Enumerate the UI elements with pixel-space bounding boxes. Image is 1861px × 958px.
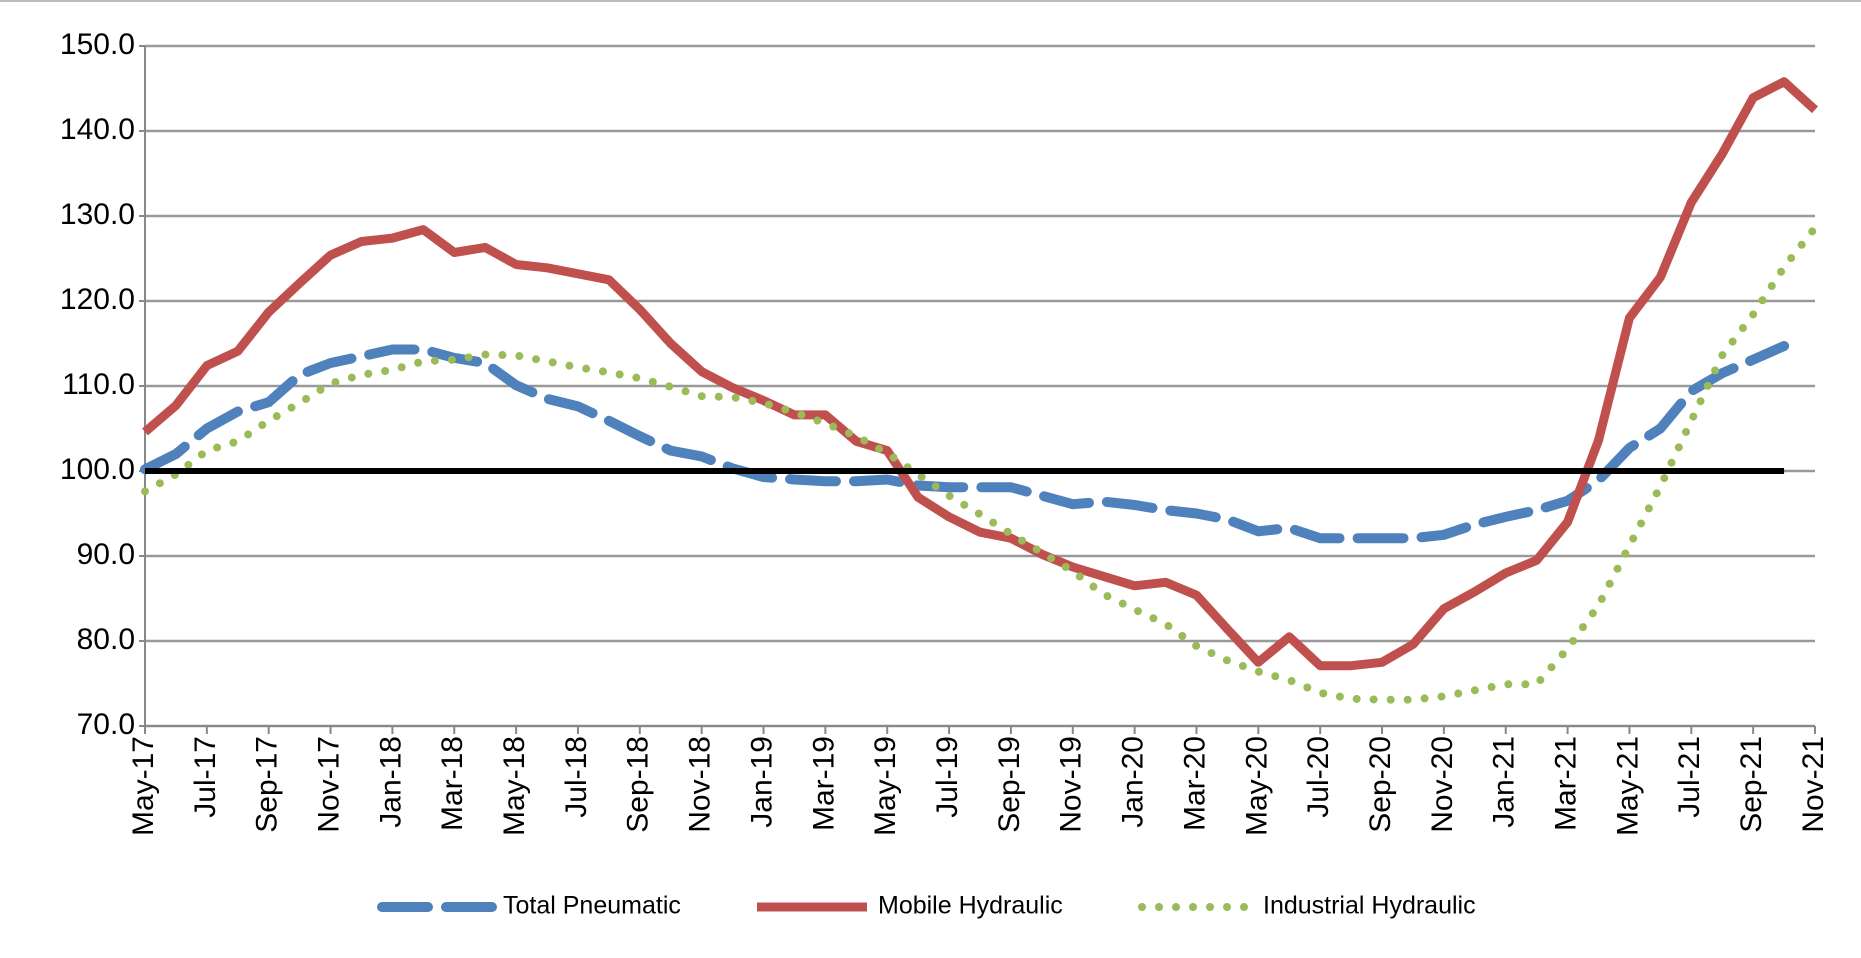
legend-label: Total Pneumatic [503, 892, 681, 920]
x-tick-label: Nov-21 [1797, 736, 1830, 833]
x-tick-label: Jul-20 [1302, 736, 1335, 818]
x-tick-label: Sep-20 [1364, 736, 1397, 833]
legend-label: Industrial Hydraulic [1263, 892, 1476, 920]
x-tick-label: Sep-21 [1735, 736, 1768, 833]
x-tick-label: Mar-20 [1178, 736, 1211, 831]
x-tick-label: Sep-18 [622, 736, 655, 833]
x-tick-label: May-20 [1240, 736, 1273, 836]
y-tick-label: 90.0 [77, 538, 135, 571]
y-tick-label: 120.0 [60, 283, 135, 316]
y-tick-label: 80.0 [77, 623, 135, 656]
x-tick-label: May-21 [1611, 736, 1644, 836]
x-tick-label: Mar-19 [807, 736, 840, 831]
y-tick-label: 70.0 [77, 708, 135, 741]
x-tick-label: May-18 [498, 736, 531, 836]
x-tick-label: Jul-21 [1673, 736, 1706, 818]
x-tick-label: Nov-18 [684, 736, 717, 833]
x-tick-label: May-17 [127, 736, 160, 836]
x-tick-label: Nov-19 [1055, 736, 1088, 833]
series-line [140, 341, 1790, 544]
x-tick-label: Jan-19 [745, 736, 778, 828]
legend-label: Mobile Hydraulic [878, 892, 1063, 920]
x-tick-label: Jul-17 [189, 736, 222, 818]
x-tick-label: Jul-19 [931, 736, 964, 818]
y-tick-label: 110.0 [62, 368, 135, 401]
x-tick-label: Jan-20 [1117, 736, 1150, 828]
x-tick-label: Sep-19 [993, 736, 1026, 833]
y-tick-label: 100.0 [60, 453, 135, 486]
x-tick-label: May-19 [869, 736, 902, 836]
y-tick-label: 130.0 [60, 198, 135, 231]
x-tick-label: Nov-20 [1426, 736, 1459, 833]
x-tick-label: Jul-18 [560, 736, 593, 818]
y-tick-label: 150.0 [60, 28, 135, 61]
x-tick-label: Mar-21 [1550, 736, 1583, 831]
x-tick-label: Mar-18 [436, 736, 469, 831]
x-tick-label: Jan-18 [374, 736, 407, 828]
y-tick-label: 140.0 [60, 113, 135, 146]
series-line [141, 223, 1819, 704]
x-tick-label: Sep-17 [251, 736, 284, 833]
series-line [142, 77, 1819, 671]
x-tick-label: Jan-21 [1488, 736, 1521, 828]
x-tick-label: Nov-17 [312, 736, 345, 833]
